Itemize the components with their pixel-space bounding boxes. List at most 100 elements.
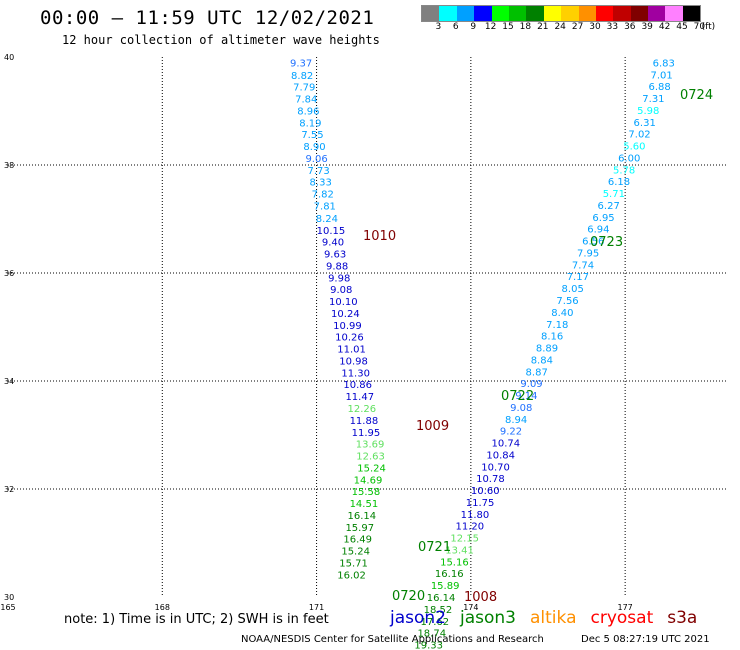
legend-label-24: 24 xyxy=(554,22,566,32)
lat-tick-label: 32 xyxy=(4,485,14,494)
wave-height-label: 7.82 xyxy=(312,190,334,201)
footer-note: note: 1) Time is in UTC; 2) SWH is in fe… xyxy=(64,612,329,627)
wave-height-label: 15.24 xyxy=(341,547,370,558)
lat-tick-label: 36 xyxy=(4,269,14,278)
legend-swatch-9 xyxy=(456,6,475,21)
satellite-name-s3a: s3a xyxy=(667,608,698,628)
lat-tick-label: 34 xyxy=(4,377,14,386)
wave-height-label: 19.33 xyxy=(414,641,443,650)
wave-height-label: 18.74 xyxy=(417,629,446,640)
wave-height-label: 10.78 xyxy=(476,474,505,485)
wave-height-label: 6.27 xyxy=(598,201,620,212)
lat-tick-label: 40 xyxy=(4,53,14,62)
wave-height-label: 10.15 xyxy=(317,226,346,237)
wave-height-label: 16.14 xyxy=(427,593,456,604)
legend-swatch-39 xyxy=(630,6,649,21)
wave-height-label: 14.69 xyxy=(354,475,383,486)
wave-height-label: 5.60 xyxy=(623,142,645,153)
wave-height-label: 6.31 xyxy=(634,118,656,129)
legend-label-27: 27 xyxy=(571,22,584,32)
wave-height-label: 14.51 xyxy=(350,499,379,510)
wave-height-label: 6.00 xyxy=(618,153,640,164)
wave-height-label: 10.26 xyxy=(335,333,364,344)
lon-tick-label: 171 xyxy=(309,603,324,612)
legend-swatch-42 xyxy=(648,6,666,21)
wave-height-label: 8.33 xyxy=(310,178,332,189)
wave-height-label: 7.79 xyxy=(293,83,315,94)
wave-height-label: 15.24 xyxy=(357,463,386,474)
legend-label-15: 15 xyxy=(502,22,514,32)
legend-label-30: 30 xyxy=(589,22,601,32)
wave-height-label: 7.73 xyxy=(307,166,329,177)
wave-height-label: 10.98 xyxy=(339,356,368,367)
wave-height-label: 6.88 xyxy=(648,82,670,93)
wave-height-label: 13.41 xyxy=(445,545,474,556)
legend-label-3: 3 xyxy=(435,22,442,32)
legend-label-6: 6 xyxy=(452,22,459,32)
wave-height-label: 12.26 xyxy=(348,404,377,415)
lon-tick-label: 168 xyxy=(155,603,170,612)
wave-height-label: 7.17 xyxy=(567,272,589,283)
wave-height-label: 8.05 xyxy=(562,284,584,295)
wave-height-label: 7.02 xyxy=(628,130,650,141)
wave-height-label: 8.40 xyxy=(551,308,573,319)
pass-cycle-label: 1009 xyxy=(416,419,449,434)
legend-label-21: 21 xyxy=(537,22,549,32)
legend-swatch-6 xyxy=(439,6,457,21)
wave-height-label: 10.24 xyxy=(331,309,360,320)
pass-cycle-label: 1008 xyxy=(464,590,497,605)
wave-height-label: 5.78 xyxy=(613,165,635,176)
pass-cycle-label: 1010 xyxy=(363,229,396,244)
legend-swatch-36 xyxy=(613,6,631,21)
wave-height-label: 7.81 xyxy=(314,202,336,213)
wave-height-label: 11.75 xyxy=(466,498,495,509)
lon-tick-label: 177 xyxy=(618,603,633,612)
wave-height-label: 7.55 xyxy=(301,130,323,141)
wave-height-label: 15.89 xyxy=(431,581,460,592)
pass-cycle-label: 0720 xyxy=(392,589,425,604)
wave-height-label: 5.98 xyxy=(637,106,659,117)
wave-height-label: 10.60 xyxy=(471,486,500,497)
wave-height-label: 15.71 xyxy=(339,558,368,569)
wave-height-label: 7.56 xyxy=(556,296,578,307)
wave-height-label: 12.63 xyxy=(356,452,385,463)
wave-height-label: 11.95 xyxy=(352,428,381,439)
pass-cycle-label: 0722 xyxy=(501,389,534,404)
wave-height-label: 9.09 xyxy=(520,379,542,390)
legend-swatch-18 xyxy=(508,6,527,21)
legend-swatch-30 xyxy=(578,6,596,21)
wave-height-label: 10.86 xyxy=(343,380,372,391)
wave-height-label: 9.98 xyxy=(328,273,350,284)
legend-swatch-3 xyxy=(422,6,440,21)
wave-height-label: 16.14 xyxy=(348,511,377,522)
wave-height-label: 8.87 xyxy=(526,367,548,378)
wave-height-label: 8.82 xyxy=(291,71,313,82)
lat-tick-label: 30 xyxy=(4,593,14,602)
wave-height-label: 9.22 xyxy=(500,427,522,438)
wave-height-label: 9.63 xyxy=(324,250,346,261)
wave-height-label: 12.15 xyxy=(450,534,479,545)
wave-height-label: 15.16 xyxy=(440,557,469,568)
wave-height-label: 11.88 xyxy=(350,416,379,427)
wave-height-label: 15.97 xyxy=(345,523,374,534)
wave-height-label: 16.02 xyxy=(337,570,366,581)
page-subtitle: 12 hour collection of altimeter wave hei… xyxy=(62,33,380,47)
wave-height-label: 6.94 xyxy=(587,225,609,236)
legend-swatch-45 xyxy=(665,6,683,21)
wave-height-label: 11.20 xyxy=(456,522,485,533)
wave-height-label: 11.30 xyxy=(341,368,370,379)
wave-height-label: 8.16 xyxy=(541,332,563,343)
wave-height-label: 11.01 xyxy=(337,345,366,356)
legend-label-36: 36 xyxy=(624,22,636,32)
legend-label-9: 9 xyxy=(470,22,477,32)
satellite-name-altika: altika xyxy=(530,608,577,628)
wave-height-label: 9.40 xyxy=(322,238,344,249)
wave-height-label: 11.80 xyxy=(461,510,490,521)
pass-cycle-label: 0724 xyxy=(680,88,713,103)
wave-height-label: 9.14 xyxy=(515,391,537,402)
legend-label-45: 45 xyxy=(676,22,688,32)
wave-height-label: 8.89 xyxy=(536,344,558,355)
legend-label-18: 18 xyxy=(519,22,532,32)
wave-height-label: 9.88 xyxy=(326,261,348,272)
